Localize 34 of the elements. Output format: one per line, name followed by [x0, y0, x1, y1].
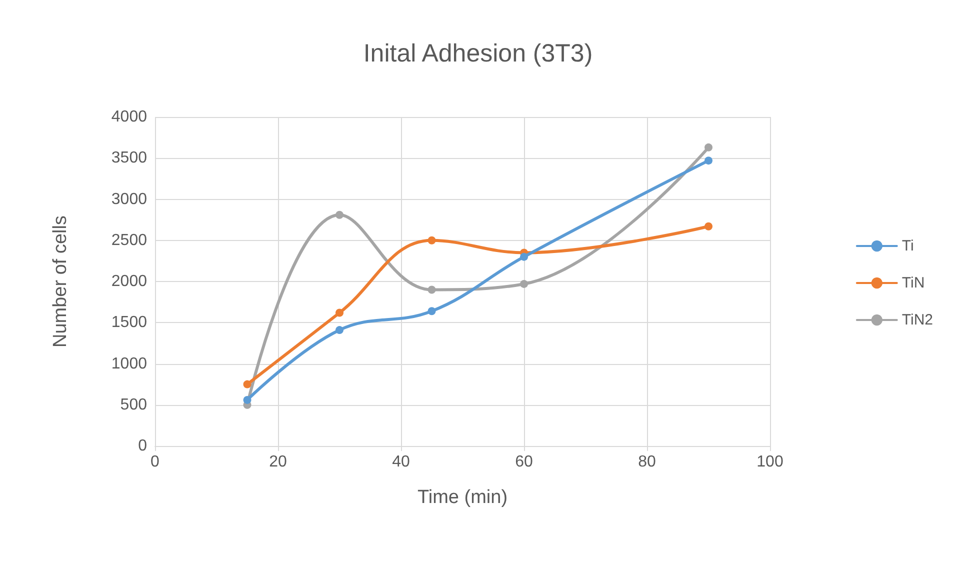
point	[428, 307, 436, 316]
point	[336, 326, 344, 334]
legend-label: Ti	[902, 238, 914, 254]
x-axis-title: Time (min)	[417, 487, 508, 508]
y-tick-label: 4000	[111, 108, 148, 126]
point	[704, 156, 712, 165]
x-tick-label: 60	[515, 454, 533, 470]
y-tick-label: 2000	[111, 273, 148, 290]
y-tick-label: 1500	[111, 314, 148, 332]
point	[704, 222, 712, 230]
point	[336, 210, 344, 219]
y-tick-label: 0	[138, 438, 148, 454]
y-tick-label: 2500	[111, 232, 148, 249]
point	[520, 252, 528, 261]
point	[243, 380, 252, 388]
point	[428, 236, 436, 244]
y-tick-label: 1000	[111, 355, 148, 372]
y-axis-title: Number of cells	[50, 216, 71, 348]
x-tick-label: 40	[392, 454, 410, 470]
chart-title: Inital Adhesion (3T3)	[363, 40, 593, 68]
x-tick-label: 20	[269, 454, 287, 470]
y-tick-label: 3500	[111, 150, 148, 167]
legend-label: TiN2	[902, 312, 934, 328]
x-tick-label: 80	[638, 454, 656, 470]
point	[336, 308, 344, 317]
y-tick-label: 3000	[111, 190, 148, 208]
legend-label: TiN	[902, 274, 925, 292]
y-tick-label: 500	[120, 396, 148, 414]
point	[428, 286, 436, 294]
x-tick-label: 100	[756, 454, 784, 470]
point	[704, 143, 712, 152]
point	[520, 280, 528, 288]
x-tick-label: 0	[150, 454, 160, 470]
point	[243, 396, 252, 404]
